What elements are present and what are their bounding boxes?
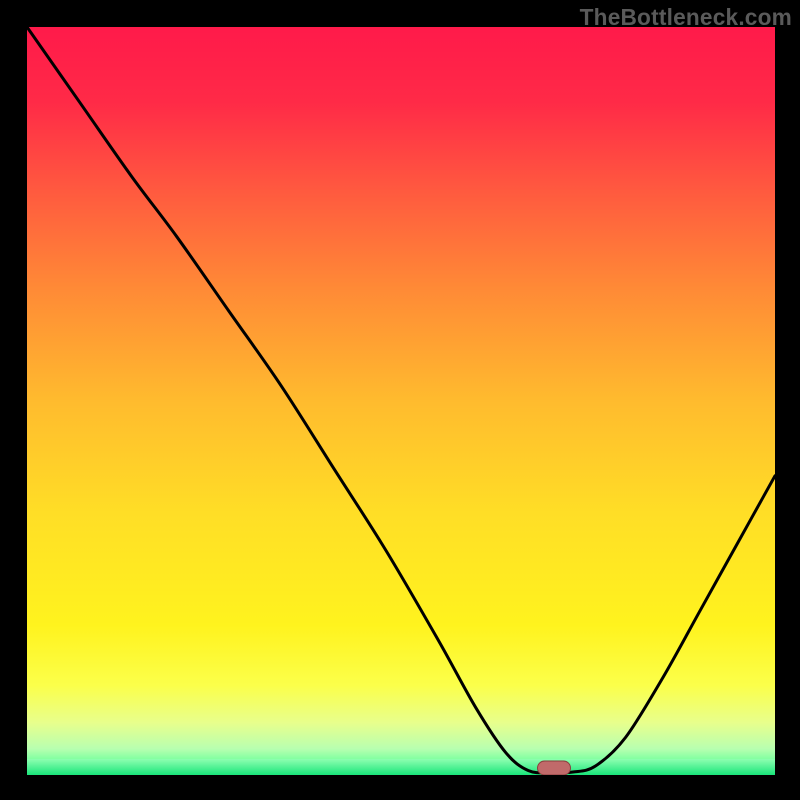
plot-area	[27, 27, 775, 775]
optimum-marker-pill	[537, 761, 571, 775]
watermark-text: TheBottleneck.com	[580, 4, 792, 31]
chart-container: TheBottleneck.com	[0, 0, 800, 800]
curve-path	[27, 27, 775, 773]
bottleneck-curve	[27, 27, 775, 775]
